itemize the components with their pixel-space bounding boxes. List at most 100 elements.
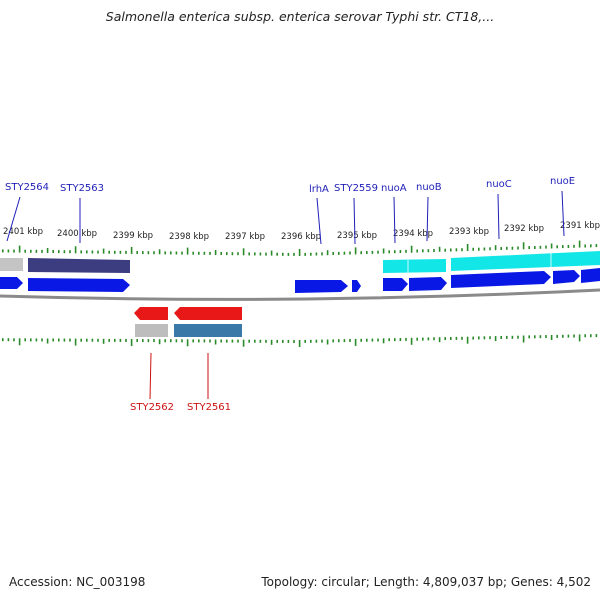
gene-label-lrha[interactable]: lrhA xyxy=(309,184,329,245)
ruler-label: 2399 kbp xyxy=(113,231,153,241)
gene-label-sty2563[interactable]: STY2563 xyxy=(60,183,104,243)
ruler-tick xyxy=(584,334,586,338)
feature-navy[interactable] xyxy=(28,258,130,273)
ruler-label: 2400 kbp xyxy=(57,229,97,239)
ruler-label: 2392 kbp xyxy=(504,224,544,234)
ruler-tick xyxy=(399,338,402,341)
ruler-tick xyxy=(248,252,250,256)
ruler-tick xyxy=(80,250,82,254)
gene-arrow[interactable] xyxy=(134,307,168,320)
ruler-tick xyxy=(500,247,502,250)
ruler-tick xyxy=(573,244,575,248)
ruler-tick xyxy=(534,246,536,249)
ruler-labels: 2401 kbp 2400 kbp 2399 kbp 2398 kbp 2397… xyxy=(3,221,600,242)
upper-feature-band xyxy=(0,251,600,273)
ruler-tick xyxy=(399,250,402,253)
gene-arrow[interactable] xyxy=(28,278,130,292)
ruler-tick xyxy=(136,339,138,342)
gene-arrow[interactable] xyxy=(409,277,447,291)
gene-label-nuoa[interactable]: nuoA xyxy=(381,183,407,244)
ruler-tick xyxy=(86,338,88,342)
gene-label-nuob[interactable]: nuoB xyxy=(416,182,442,242)
ruler-tick xyxy=(366,251,368,254)
ruler-tick xyxy=(220,252,222,255)
ruler-tick xyxy=(534,335,536,339)
ruler-tick xyxy=(254,252,256,256)
ruler-tick xyxy=(30,338,32,342)
gene-label-sty2562[interactable]: STY2562 xyxy=(130,352,174,413)
gene-arrow[interactable] xyxy=(352,280,361,292)
gene-label-nuoe[interactable]: nuoE xyxy=(550,176,575,237)
ruler-tick xyxy=(170,339,172,343)
ruler-tick xyxy=(539,245,542,249)
gene-label-sty2564[interactable]: STY2564 xyxy=(5,182,49,242)
ruler-tick xyxy=(506,246,508,250)
ruler-tick xyxy=(175,339,178,343)
topology-summary: Topology: circular; Length: 4,809,037 bp… xyxy=(261,575,591,589)
ruler-tick xyxy=(282,339,284,343)
ruler-tick xyxy=(52,338,54,342)
ruler-tick xyxy=(58,338,60,342)
ruler-tick xyxy=(181,251,183,255)
ruler-tick xyxy=(265,252,267,256)
ruler-tick xyxy=(483,247,486,251)
ruler-tick xyxy=(545,335,547,339)
ruler-tick xyxy=(259,252,262,256)
feature-grey[interactable] xyxy=(0,258,23,271)
ruler-tick xyxy=(590,244,592,248)
ruler-tick xyxy=(410,337,413,345)
ruler-tick xyxy=(214,339,217,345)
gene-arrow[interactable] xyxy=(553,270,580,284)
feature-grey[interactable] xyxy=(135,324,168,337)
svg-text:nuoE: nuoE xyxy=(550,176,575,187)
ruler-tick xyxy=(550,243,553,249)
ruler-tick xyxy=(394,250,396,254)
ruler-tick xyxy=(287,252,290,256)
ruler-tick xyxy=(590,334,592,338)
reverse-strand-genes xyxy=(134,307,242,320)
svg-text:STY2559: STY2559 xyxy=(334,183,378,194)
ruler-tick xyxy=(489,247,491,251)
gene-arrow[interactable] xyxy=(174,307,242,320)
lower-feature-band xyxy=(135,324,242,337)
ruler-tick xyxy=(242,248,245,256)
ruler-tick xyxy=(58,250,60,254)
ruler-tick xyxy=(427,249,430,253)
ruler-tick xyxy=(108,250,110,254)
ruler-tick xyxy=(74,246,77,254)
gene-arrow[interactable] xyxy=(581,268,600,283)
ruler-tick xyxy=(24,249,26,253)
ruler-tick xyxy=(18,245,21,253)
ruler-tick xyxy=(158,339,161,345)
ruler-tick xyxy=(270,250,273,256)
gene-label-sty2561[interactable]: STY2561 xyxy=(187,353,231,413)
ruler-tick xyxy=(444,248,446,252)
ruler-tick xyxy=(97,338,99,342)
feature-steel[interactable] xyxy=(174,324,242,337)
ruler-tick xyxy=(416,249,418,253)
gene-label-nuoc[interactable]: nuoC xyxy=(486,179,512,240)
ruler-tick xyxy=(304,339,306,343)
svg-text:STY2564: STY2564 xyxy=(5,182,49,193)
ruler-tick xyxy=(226,339,228,343)
gene-label-sty2559[interactable]: STY2559 xyxy=(334,183,378,245)
ruler-label: 2393 kbp xyxy=(449,227,489,237)
ruler-tick xyxy=(539,335,542,339)
ruler-tick xyxy=(30,249,32,253)
ruler-tick xyxy=(97,250,99,254)
ruler-tick xyxy=(343,339,346,343)
gene-arrow[interactable] xyxy=(295,280,348,293)
ruler-label: 2396 kbp xyxy=(281,232,321,242)
feature-cyan[interactable] xyxy=(383,259,446,273)
ruler-tick xyxy=(203,339,206,343)
ruler-tick xyxy=(41,249,43,253)
gene-arrow[interactable] xyxy=(0,277,23,289)
gene-arrow[interactable] xyxy=(451,271,551,288)
feature-cyan[interactable] xyxy=(451,251,600,271)
ruler-tick xyxy=(270,339,273,345)
ruler-tick xyxy=(377,338,379,342)
ruler-tick xyxy=(242,339,245,347)
ruler-tick xyxy=(343,251,346,255)
gene-arrow[interactable] xyxy=(383,278,408,291)
